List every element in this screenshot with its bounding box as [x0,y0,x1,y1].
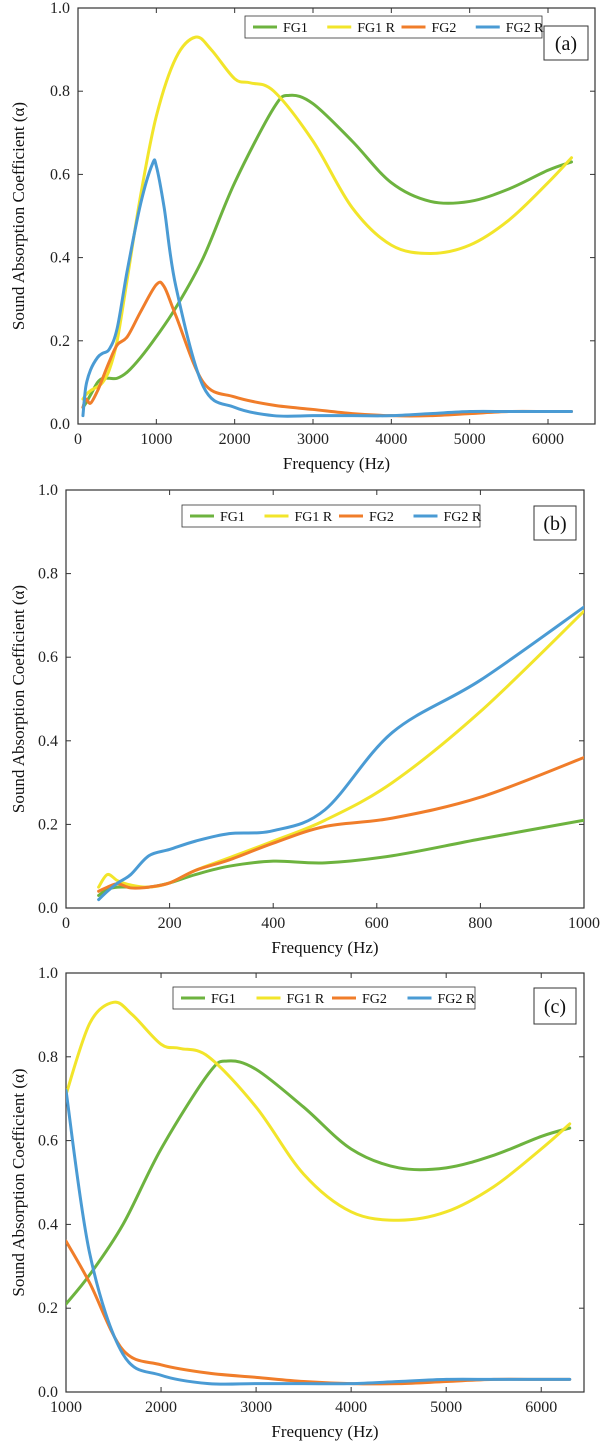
legend-label: FG1 R [295,510,333,525]
panel-label: (b) [543,513,566,535]
chart-panel-2: 0 200 400 600 800 1000 0.0 0.2 0.4 0.6 0.8 1.0 Frequ… [9,482,600,957]
y-tick-label: 0.6 [38,649,58,666]
x-axis-title: Frequency (Hz) [271,938,378,957]
y-tick-label: 0.6 [38,1133,58,1150]
y-tick-label: 0.2 [38,1300,58,1317]
series-line-fg1-r [97,609,584,889]
x-tick-label: 6000 [532,431,564,448]
y-axis-title: Sound Absorption Coefficient (α) [9,102,28,330]
series-line-fg1 [66,1059,572,1306]
y-tick-label: 1.0 [38,965,58,982]
x-tick-label: 1000 [568,915,600,932]
legend-label: FG2 R [444,510,482,525]
x-tick-label: 600 [365,915,389,932]
x-tick-label: 5000 [430,1399,462,1416]
legend-box [181,504,481,528]
x-tick-label: 800 [468,915,492,932]
chart-panel-3: 1000 2000 3000 4000 5000 6000 0.0 0.2 0.4 0.6 0.8 1… [9,965,585,1441]
legend: FG1 FG1 R FG2 FG2 R [172,986,476,1010]
legend-label: FG2 [432,21,457,36]
x-tick-label: 0 [74,431,82,448]
y-tick-label: 1.0 [50,0,70,17]
series-line-fg1 [97,818,584,897]
legend-label: FG1 R [357,21,395,36]
y-tick-label: 0.4 [38,733,58,750]
panel-label-box [543,25,589,61]
series-line-fg2-r [66,1088,572,1386]
x-tick-label: 5000 [454,431,486,448]
x-tick-label: 4000 [335,1399,367,1416]
legend-label: FG2 [369,510,394,525]
x-tick-label: 4000 [375,431,407,448]
series-line-fg2 [66,1239,572,1386]
series-line-fg1-r [81,35,573,401]
legend-label: FG1 [283,21,308,36]
x-axis-title: Frequency (Hz) [271,1422,378,1441]
legend-label: FG1 R [287,992,325,1007]
x-tick-label: 0 [62,915,70,932]
series-line-fg1 [81,93,573,409]
plot-frame [65,489,585,909]
legend-label: FG2 [362,992,387,1007]
y-tick-label: 0.8 [50,83,70,100]
x-tick-label: 2000 [219,431,251,448]
legend-label: FG1 [211,992,236,1007]
plot-frame [77,7,596,425]
series-line-fg1-r [66,1000,572,1222]
x-tick-label: 200 [158,915,182,932]
panel-label-box [533,987,577,1025]
legend-box [172,986,476,1010]
y-tick-label: 0.0 [50,416,70,433]
y-tick-label: 0.0 [38,900,58,917]
y-tick-label: 0.4 [38,1216,58,1233]
chart-panel-1: 0 1000 2000 3000 4000 5000 6000 0.0 0.2 0.4 0.6 0.8… [9,0,596,473]
legend: FG1 FG1 R FG2 FG2 R [181,504,482,528]
legend-label: FG1 [220,510,245,525]
x-tick-label: 2000 [145,1399,177,1416]
series-line-fg2 [81,280,573,418]
panel-label-box [533,505,577,541]
legend: FG1 FG1 R FG2 FG2 R [244,15,544,39]
x-tick-label: 400 [261,915,285,932]
x-tick-label: 3000 [240,1399,272,1416]
legend-box [244,15,543,39]
series-line-fg2 [97,756,584,893]
legend-label: FG2 R [438,992,476,1007]
x-tick-label: 3000 [297,431,329,448]
legend-label: FG2 R [506,21,544,36]
plot-frame [65,972,585,1393]
y-axis-title: Sound Absorption Coefficient (α) [9,585,28,813]
y-tick-label: 0.2 [38,816,58,833]
series-line-fg2-r [81,158,573,418]
x-axis-title: Frequency (Hz) [283,454,390,473]
y-tick-label: 0.8 [38,566,58,583]
y-tick-label: 0.0 [38,1384,58,1401]
panel-label: (c) [544,996,566,1018]
y-tick-label: 0.8 [38,1049,58,1066]
panel-label: (a) [555,33,577,55]
y-tick-label: 1.0 [38,482,58,499]
x-tick-label: 1000 [50,1399,82,1416]
x-tick-label: 6000 [525,1399,557,1416]
x-tick-label: 1000 [140,431,172,448]
series-line-fg2-r [97,605,584,902]
y-tick-label: 0.6 [50,166,70,183]
y-tick-label: 0.4 [50,250,70,267]
y-axis-title: Sound Absorption Coefficient (α) [9,1068,28,1296]
y-tick-label: 0.2 [50,333,70,350]
